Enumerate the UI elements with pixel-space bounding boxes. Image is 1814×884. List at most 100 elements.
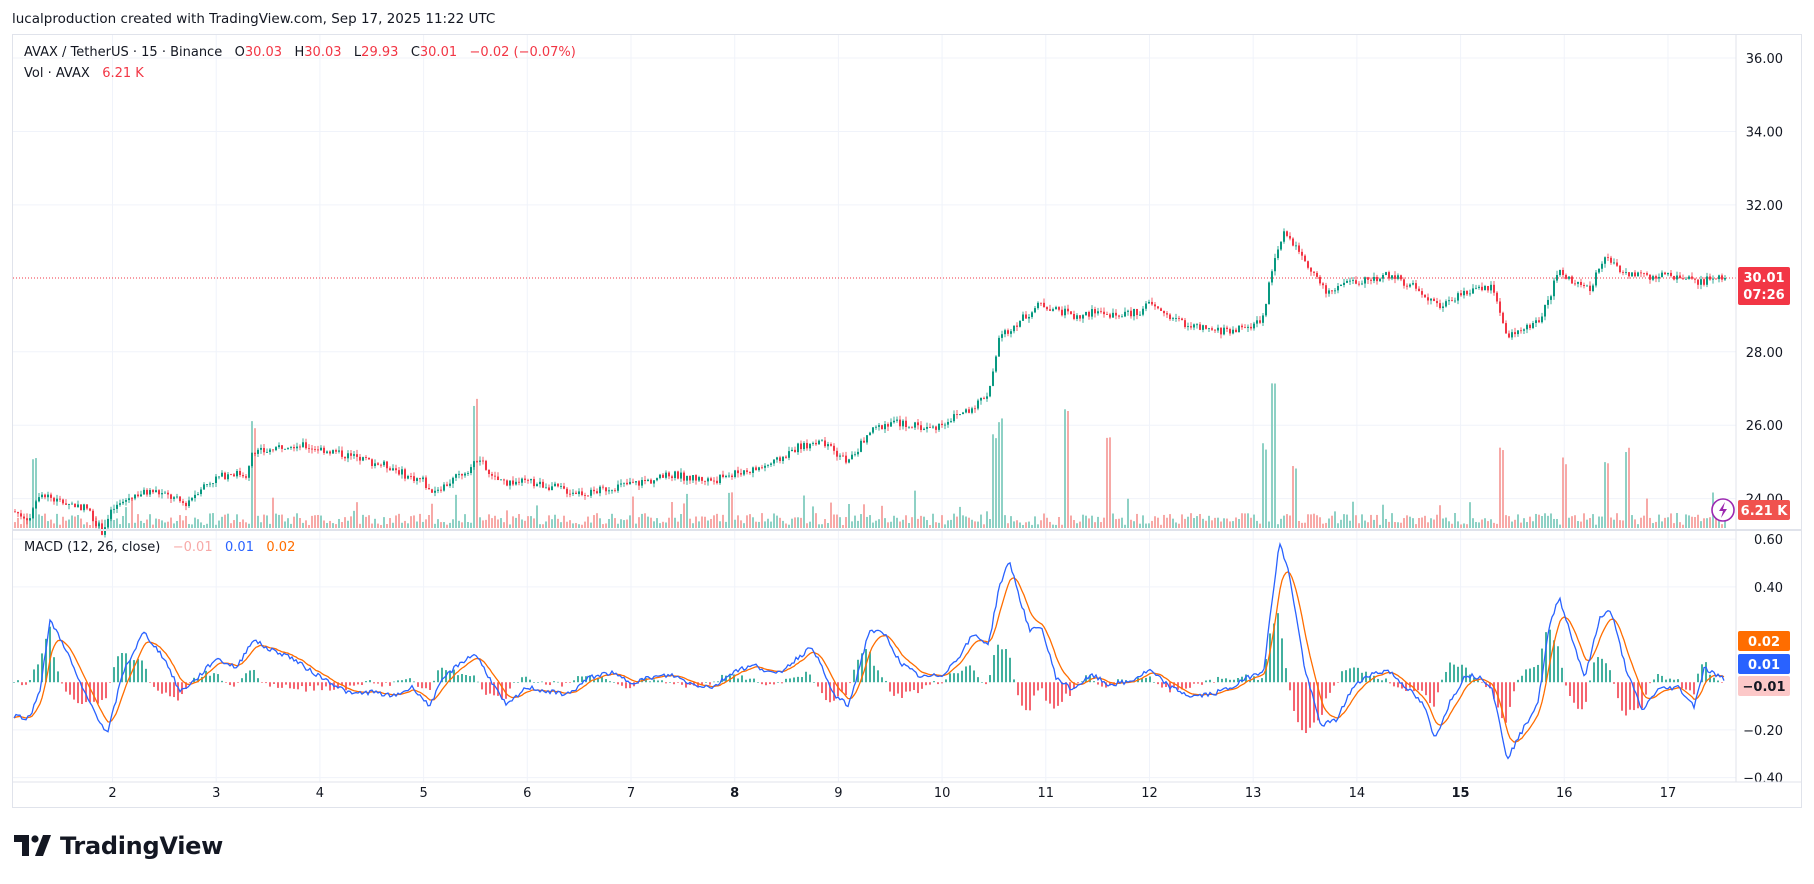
candle-body xyxy=(911,426,913,428)
volume-bar xyxy=(1091,515,1093,528)
macd-histogram-bar xyxy=(141,660,143,683)
candle-body xyxy=(350,453,352,456)
time-tick-label: 4 xyxy=(316,786,324,801)
volume-bar xyxy=(1556,518,1558,528)
volume-bar xyxy=(506,510,508,528)
volume-bar xyxy=(1385,518,1387,528)
volume-bar xyxy=(764,521,766,528)
volume-bar xyxy=(1397,522,1399,528)
candle-body xyxy=(107,518,109,528)
macd-histogram-bar xyxy=(1045,682,1047,701)
candle-body xyxy=(860,440,862,452)
candle-body xyxy=(413,476,415,481)
volume-bar xyxy=(176,520,178,528)
candle-body xyxy=(1001,334,1003,338)
candle-body xyxy=(1130,310,1132,317)
macd-histogram-bar xyxy=(849,682,851,684)
volume-label[interactable]: Vol · AVAX xyxy=(24,66,90,81)
volume-bar xyxy=(1160,524,1162,528)
volume-bar xyxy=(1358,523,1360,528)
macd-histogram-bar xyxy=(1445,671,1447,683)
candle-body xyxy=(377,463,379,465)
candle-body xyxy=(143,489,145,495)
open-label: O xyxy=(234,45,245,60)
macd-histogram-bar xyxy=(1013,679,1015,683)
macd-histogram-bar xyxy=(905,682,907,692)
candle-body xyxy=(572,492,574,494)
candle-body xyxy=(65,503,67,505)
candle-body xyxy=(398,470,400,475)
macd-histogram-bar xyxy=(133,660,135,683)
candle-body xyxy=(1046,307,1048,310)
macd-histogram-bar xyxy=(825,682,827,701)
candle-body xyxy=(848,459,850,463)
candle-body xyxy=(1121,316,1123,318)
macd-histogram-bar xyxy=(297,682,299,690)
candle-body xyxy=(47,494,49,498)
candle-body xyxy=(365,457,367,458)
candle-body xyxy=(599,486,601,494)
candle-body xyxy=(1244,327,1246,329)
volume-bar xyxy=(683,503,685,528)
candle-body xyxy=(407,476,409,479)
volume-bar xyxy=(713,515,715,528)
candle-body xyxy=(170,494,172,499)
macd-histogram-bar xyxy=(1697,673,1699,683)
volume-bar xyxy=(806,523,808,528)
candle-body xyxy=(1619,265,1621,273)
volume-bar xyxy=(509,524,511,528)
candle-body xyxy=(1538,320,1540,323)
volume-bar xyxy=(719,521,721,528)
volume-bar xyxy=(632,496,634,528)
symbol-label[interactable]: AVAX / TetherUS · 15 · Binance xyxy=(24,45,223,60)
volume-bar xyxy=(1559,524,1561,528)
volume-bar xyxy=(1022,524,1024,528)
macd-histogram-bar xyxy=(25,682,27,685)
alert-icon[interactable] xyxy=(1711,498,1735,522)
volume-bar xyxy=(536,505,538,528)
volume-bar xyxy=(701,516,703,528)
volume-bar xyxy=(170,517,172,528)
candle-body xyxy=(512,480,514,485)
candle-body xyxy=(722,474,724,478)
macd-histogram-bar xyxy=(229,682,231,686)
candle-body xyxy=(158,490,160,495)
volume-bar xyxy=(959,506,961,528)
macd-histogram-bar xyxy=(789,678,791,683)
volume-bar xyxy=(671,502,673,528)
macd-histogram-bar xyxy=(1389,682,1391,684)
tradingview-logo[interactable]: TradingView xyxy=(14,832,223,860)
candle-body xyxy=(221,472,223,477)
volume-bar xyxy=(290,523,292,528)
macd-histogram-bar xyxy=(1569,682,1571,696)
candle-body xyxy=(1580,281,1582,285)
candle-body xyxy=(815,442,817,445)
candle-body xyxy=(1190,326,1192,328)
volume-bar xyxy=(578,524,580,528)
macd-histogram-bar xyxy=(1169,682,1171,693)
macd-label[interactable]: MACD (12, 26, close) xyxy=(24,540,161,555)
candle-body xyxy=(803,442,805,450)
candle-body xyxy=(686,476,688,481)
candle-body xyxy=(1490,284,1492,291)
volume-bar xyxy=(1379,524,1381,528)
macd-histogram-bar xyxy=(1429,682,1431,704)
volume-bar xyxy=(545,521,547,528)
volume-bar xyxy=(608,519,610,528)
volume-bar xyxy=(305,520,307,528)
candle-body xyxy=(1502,312,1504,324)
volume-bar xyxy=(497,519,499,528)
macd-histogram-bar xyxy=(1205,680,1207,683)
macd-histogram-bar xyxy=(1437,682,1439,693)
volume-bar xyxy=(1343,514,1345,528)
candle-body xyxy=(1394,275,1396,279)
candle-body xyxy=(404,469,406,479)
macd-histogram-bar xyxy=(797,676,799,683)
candle-body xyxy=(1109,314,1111,318)
macd-histogram-bar xyxy=(353,682,355,686)
candle-body xyxy=(1010,331,1012,334)
volume-bar xyxy=(1076,523,1078,528)
volume-bar xyxy=(380,524,382,528)
candle-body xyxy=(1118,315,1120,317)
